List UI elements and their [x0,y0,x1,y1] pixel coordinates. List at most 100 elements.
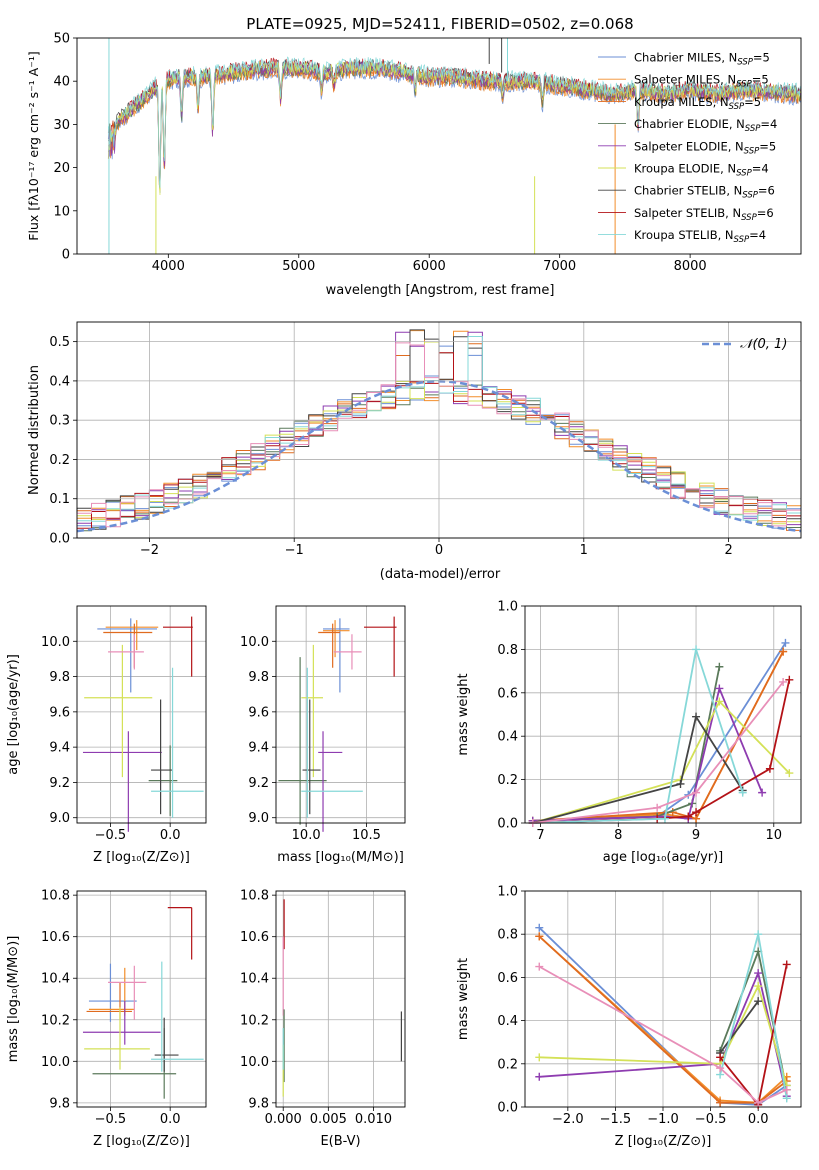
weight-point-marker [715,697,724,706]
legend-label-main: Salpeter MILES, N [634,73,736,87]
legend-label-sub: SSP [745,124,761,134]
axes-frame [76,605,207,824]
legend-label-main: Chabrier STELIB, N [634,184,742,198]
x-tick-label: 2 [724,543,732,558]
weight-series-line [532,649,744,824]
x-tick-label: 4000 [152,259,185,274]
x-tick-label: −0.5 [95,828,127,843]
y-tick-label: 0.6 [497,686,518,701]
legend-label-suffix: =5 [752,73,769,87]
x-tick-label: 0.010 [355,1112,392,1127]
legend-label-suffix: =5 [759,139,776,153]
legend-label-sub: SSP [744,146,760,156]
legend-label-sub: SSP [736,80,752,90]
legend-label-main: Salpeter ELODIE, N [634,139,744,153]
legend-label-main: Kroupa STELIB, N [634,228,734,242]
weight-point-marker [738,788,747,797]
weight-point-marker [716,1053,725,1062]
y-tick-label: 0.1 [49,492,70,507]
y-axis-label: age [log₁₀(age/yr)] [6,654,21,775]
y-tick-label: 9.0 [49,811,70,826]
weight-point-marker [754,930,763,939]
weight-point-marker [684,812,693,821]
y-tick-label: 0.8 [497,643,518,658]
histogram-legend: 𝒩(0, 1) [702,337,787,352]
y-tick-label: 9.8 [49,1096,70,1111]
legend-label-suffix: =6 [757,206,774,220]
legend-label-sub: SSP [734,235,750,245]
weight-point-marker [692,645,701,654]
y-axis-label: mass weight [456,958,471,1040]
y-tick-label: 9.2 [49,776,70,791]
weight-point-marker [754,982,763,991]
y-tick-label: 0.3 [49,414,70,429]
histogram-axes: −2 −1 0 1 2 0.0 0.1 0.2 0.3 0.4 0.5 [49,321,802,558]
weight-point-marker [692,712,701,721]
axes-frame [76,37,802,255]
axes-frame [275,890,406,1108]
y-tick-label: 30 [53,118,70,133]
y-tick-label: 9.6 [248,705,269,720]
y-tick-label: 0.0 [497,1101,518,1116]
weight-point-marker [782,1094,791,1103]
histogram-ylabel: Normed distribution [27,365,42,495]
y-tick-label: 0.6 [497,971,518,986]
weight-point-marker [785,675,794,684]
weight-series-line [532,714,744,824]
legend-label-suffix: =5 [753,51,770,65]
legend-label-sub: SSP [736,169,752,179]
weight-point-marker [782,960,791,969]
x-tick-label: 10.0 [292,828,321,843]
x-tick-label: −2.0 [552,1112,584,1127]
spectrum-axes: 4000 5000 6000 7000 8000 0 10 20 30 40 50 [53,32,802,274]
y-tick-label: 10.0 [41,1055,70,1070]
weight-point-marker [758,788,767,797]
weight-point-marker [781,638,790,647]
axes-frame [524,605,802,824]
x-axis-label: Z [log₁₀(Z/Z⊙)] [93,850,190,865]
legend-label-main: Salpeter STELIB, N [634,206,741,220]
legend-label-suffix: =6 [758,184,775,198]
legend-label-main: Chabrier ELODIE, N [634,117,745,131]
weight-point-marker [754,969,763,978]
mass-weight-vs-Z-panel: −2.0 −1.5 −1.0 −0.5 0.0 0.0 0.2 0.4 0.6 0.8 1.0 Z [… [456,885,802,1149]
weight-point-marker [535,962,544,971]
y-tick-label: 1.0 [497,600,518,615]
weight-point-marker [785,769,794,778]
y-tick-label: 9.2 [248,776,269,791]
legend-label: Chabrier MILES, NSSP=5 [634,51,770,68]
y-tick-label: 0.4 [49,374,70,389]
x-tick-label: −1 [285,543,304,558]
weight-point-marker [535,923,544,932]
x-tick-label: 1 [580,543,588,558]
x-tick-label: 8 [614,828,622,843]
x-tick-label: 7 [536,828,544,843]
spectrum-plot-area [77,38,802,254]
x-tick-label: 6000 [413,259,446,274]
axes-frame [524,890,802,1108]
legend-label: Chabrier ELODIE, NSSP=4 [634,117,777,134]
legend-label-main: Chabrier MILES, N [634,51,737,65]
legend-label-suffix: =4 [749,228,766,242]
y-tick-label: 0.2 [497,1057,518,1072]
spectrum-ylabel: Flux [fλ10⁻¹⁷ erg cm⁻² s⁻¹ A⁻¹] [26,51,41,240]
x-tick-label: 0 [435,543,443,558]
weight-point-marker [715,662,724,671]
spectrum-line [107,56,802,188]
weight-series-line [538,965,788,1104]
axes-frame [76,890,207,1108]
x-tick-label: 8000 [674,259,707,274]
weight-series-line [719,1000,759,1054]
weight-point-marker [716,1098,725,1107]
x-tick-label: 7000 [543,259,576,274]
weight-point-marker [765,764,774,773]
x-tick-label: 0.0 [160,828,181,843]
y-tick-label: 0.0 [497,817,518,832]
y-axis-label: mass [log₁₀(M/M⊙)] [6,936,21,1063]
mass-vs-Z-panel: −0.5 0.0 9.8 10.0 10.2 10.4 10.6 10.8 Z [log₁₀(Z… [6,889,207,1149]
y-tick-label: 10.0 [240,1055,269,1070]
weight-point-marker [779,647,788,656]
legend-label: Chabrier STELIB, NSSP=6 [634,184,775,201]
x-tick-label: 0.0 [160,1112,181,1127]
